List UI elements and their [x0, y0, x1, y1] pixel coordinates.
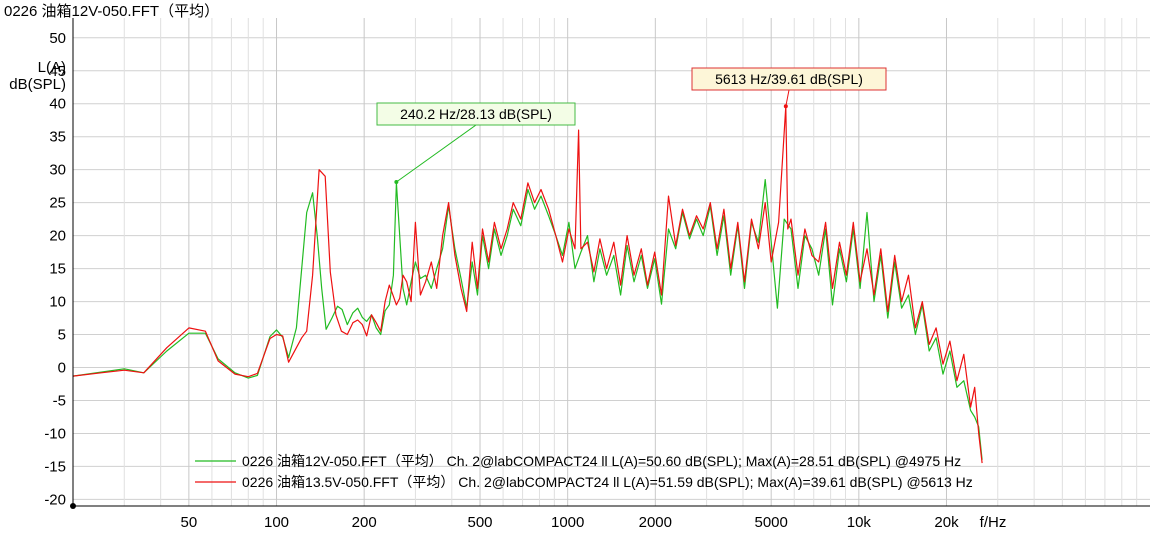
axis-origin-dot [70, 503, 76, 509]
gridlines [73, 18, 1150, 506]
annotation-leader [785, 89, 790, 107]
legend-entry: 0226 油箱13.5V-050.FFT（平均） Ch. 2@labCOMPAC… [242, 474, 973, 490]
y-tick-label: 10 [49, 294, 66, 311]
x-axis-label: f/Hz [980, 514, 1007, 531]
chart-title: 0226 油箱12V-050.FFT（平均） [4, 3, 220, 20]
y-tick-label: 25 [49, 195, 66, 212]
x-tick-label: 200 [352, 514, 377, 531]
y-tick-label: -15 [44, 458, 66, 475]
x-tick-label: 10k [847, 514, 872, 531]
y-axis-label-line1: L(A) [38, 59, 66, 76]
y-axis-label-line2: dB(SPL) [9, 76, 66, 93]
y-tick-label: 50 [49, 30, 66, 47]
y-tick-label: 35 [49, 129, 66, 146]
x-tick-label: 20k [934, 514, 959, 531]
annotation-label: 240.2 Hz/28.13 dB(SPL) [400, 106, 552, 122]
annotation-marker [783, 104, 788, 109]
y-tick-label: 20 [49, 228, 66, 245]
legend-entry: 0226 油箱12V-050.FFT（平均） Ch. 2@labCOMPACT2… [242, 453, 961, 469]
x-tick-label: 2000 [639, 514, 672, 531]
y-tick-label: -20 [44, 491, 66, 508]
annotation-box [376, 102, 576, 126]
annotation-box [691, 67, 887, 91]
series-line-2 [72, 105, 983, 464]
y-tick-label: 5 [58, 327, 66, 344]
y-tick-label: -5 [53, 392, 66, 409]
x-tick-label: 1000 [551, 514, 584, 531]
annotations: 240.2 Hz/28.13 dB(SPL) 5613 Hz/39.61 dB(S… [376, 67, 887, 185]
annotation-label: 5613 Hz/39.61 dB(SPL) [715, 71, 863, 87]
x-tick-labels: 50 100 200 500 1000 2000 5000 10k 20k [181, 514, 960, 531]
y-tick-label: 30 [49, 162, 66, 179]
y-tick-label: -10 [44, 425, 66, 442]
y-tick-label: 45 [49, 63, 66, 80]
x-tick-label: 500 [468, 514, 493, 531]
x-tick-label: 100 [264, 514, 289, 531]
annotation-leader [396, 124, 477, 183]
legend: 0226 油箱12V-050.FFT（平均） Ch. 2@labCOMPACT2… [195, 453, 973, 490]
y-tick-labels: -20 -15 -10 -5 0 5 10 15 20 25 30 35 40 45 50 [44, 30, 66, 509]
x-tick-label: 5000 [755, 514, 788, 531]
y-tick-label: 0 [58, 360, 66, 377]
data-series [72, 105, 983, 464]
y-tick-label: 40 [49, 96, 66, 113]
y-tick-label: 15 [49, 261, 66, 278]
x-tick-label: 50 [181, 514, 198, 531]
annotation-marker [394, 180, 399, 185]
